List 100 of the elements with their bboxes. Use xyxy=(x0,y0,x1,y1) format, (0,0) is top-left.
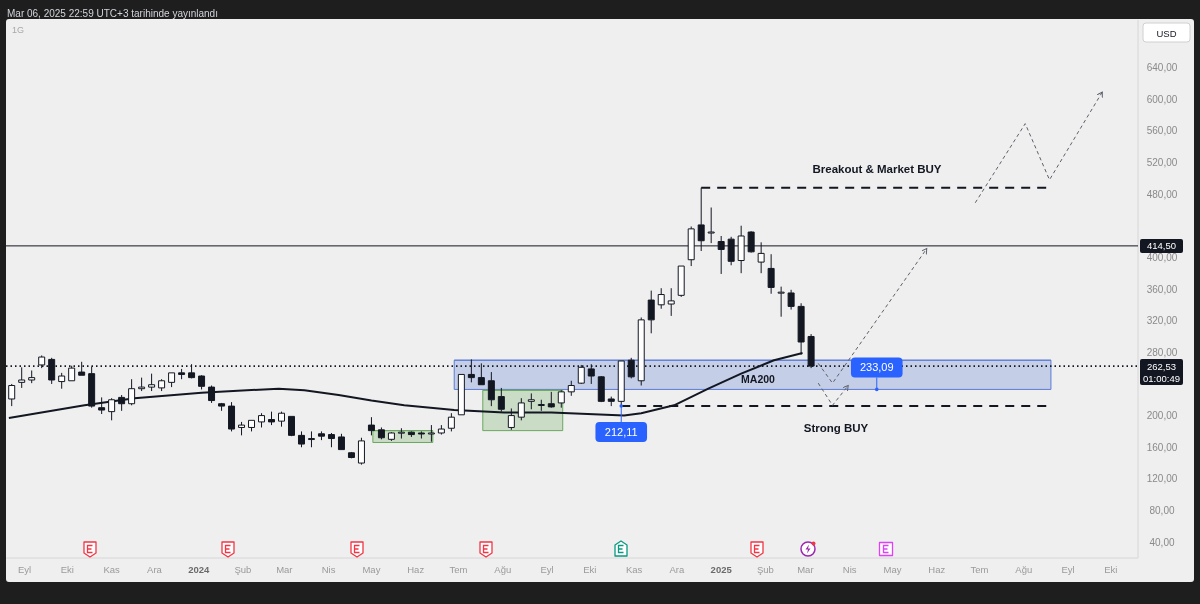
x-tick-label: Nis xyxy=(842,563,857,575)
candlestick xyxy=(437,424,445,436)
candlestick xyxy=(118,394,126,412)
candlestick xyxy=(347,451,355,459)
x-tick-label: Şub xyxy=(756,563,774,575)
candlestick xyxy=(447,412,455,432)
x-tick-label: Mar xyxy=(276,563,293,575)
text: Mar 06, 2025 22:59 UTC+3 tarihinde yayınlandı xyxy=(7,7,218,19)
candlestick xyxy=(158,378,166,392)
candlestick xyxy=(377,426,385,440)
candlestick xyxy=(667,287,675,317)
x-tick-label: Eki xyxy=(1104,563,1118,575)
y-tick-label: 160,00 xyxy=(1146,441,1178,453)
candlestick xyxy=(18,366,26,389)
x-tick-label: Tem xyxy=(449,563,468,575)
x-tick-label: May xyxy=(362,563,381,575)
candlestick xyxy=(527,392,535,410)
x-tick-label: Haz xyxy=(928,563,946,575)
candlestick xyxy=(297,430,305,448)
candlestick xyxy=(88,366,96,409)
annotation: Breakout & Market BUY xyxy=(812,163,942,175)
y-axis-title: USD xyxy=(1156,27,1177,39)
candlestick xyxy=(767,253,775,295)
candlestick xyxy=(238,421,246,436)
candlestick xyxy=(317,430,325,441)
candlestick xyxy=(647,290,655,334)
ref-line-label: 414,50 xyxy=(1146,240,1177,252)
y-tick-label: 280,00 xyxy=(1146,346,1178,358)
x-tick-label: 2025 xyxy=(710,563,733,575)
y-tick-label: 320,00 xyxy=(1146,315,1178,327)
candlestick xyxy=(148,373,156,392)
candlestick xyxy=(597,375,605,403)
candlestick xyxy=(327,432,335,448)
candlestick xyxy=(497,387,505,413)
candlestick xyxy=(427,424,435,443)
candlestick xyxy=(307,430,315,448)
y-tick-label: 360,00 xyxy=(1146,283,1178,295)
x-tick-label: Haz xyxy=(407,563,425,575)
y-tick-label: 640,00 xyxy=(1146,61,1178,73)
candlestick xyxy=(218,402,226,412)
candlestick xyxy=(128,378,136,406)
candlestick xyxy=(198,374,206,390)
candlestick xyxy=(777,286,785,318)
candlestick xyxy=(537,399,545,412)
y-tick-label: 80,00 xyxy=(1149,505,1175,517)
candlestick xyxy=(787,289,795,311)
candlestick xyxy=(457,373,465,416)
candlestick xyxy=(188,363,196,379)
candlestick xyxy=(417,430,425,440)
candlestick xyxy=(278,411,285,428)
candlestick xyxy=(337,433,345,451)
series-label: MA200 xyxy=(741,372,776,385)
candlestick xyxy=(407,430,415,438)
candlestick xyxy=(547,391,555,409)
candlestick xyxy=(677,265,685,298)
candlestick xyxy=(258,412,266,428)
candlestick xyxy=(657,287,665,310)
x-tick-label: Şub xyxy=(234,563,252,575)
y-tick-label: 400,00 xyxy=(1146,251,1178,263)
candlestick xyxy=(387,431,395,442)
x-tick-label: Mar xyxy=(797,563,814,575)
annotation: 212,11 xyxy=(604,426,638,439)
x-tick-label: Eki xyxy=(583,563,597,575)
x-tick-label: 2024 xyxy=(188,563,210,575)
candlestick xyxy=(58,372,66,390)
x-tick-label: Ağu xyxy=(1015,563,1033,575)
x-tick-label: Nis xyxy=(321,563,336,575)
candlestick xyxy=(268,411,276,426)
x-tick-label: May xyxy=(883,563,902,575)
candlestick xyxy=(367,416,375,436)
candlestick xyxy=(228,401,236,432)
x-tick-label: Kas xyxy=(625,563,643,575)
candlestick xyxy=(178,368,186,380)
annotation: Strong BUY xyxy=(803,422,869,434)
x-tick-label: Tem xyxy=(970,563,989,575)
ref-line-label: 262,53 01:00:49 xyxy=(1143,360,1180,384)
candlestick xyxy=(168,372,176,388)
y-tick-label: 520,00 xyxy=(1146,156,1178,168)
x-tick-label: Eyl xyxy=(1061,563,1075,575)
y-tick-label: 40,00 xyxy=(1149,536,1175,548)
y-tick-label: 600,00 xyxy=(1146,93,1178,105)
x-tick-label: Ara xyxy=(669,563,686,575)
candlestick xyxy=(607,396,615,407)
candlestick xyxy=(8,383,16,407)
y-tick-label: 560,00 xyxy=(1146,125,1178,137)
candlestick xyxy=(208,385,216,404)
candlestick xyxy=(557,389,565,409)
candlestick xyxy=(707,207,715,244)
annotation: 233,09 xyxy=(859,361,894,374)
x-tick-label: Ara xyxy=(147,563,163,575)
candlestick xyxy=(357,437,365,466)
text: 1G xyxy=(12,25,25,35)
x-tick-label: Kas xyxy=(103,563,121,575)
candlestick xyxy=(28,369,36,384)
x-tick-label: Eyl xyxy=(17,563,32,575)
y-tick-label: 480,00 xyxy=(1146,188,1178,200)
candlestick xyxy=(487,371,495,407)
candlestick xyxy=(98,396,106,415)
y-tick-label: 200,00 xyxy=(1146,410,1178,422)
candlestick xyxy=(567,380,575,397)
